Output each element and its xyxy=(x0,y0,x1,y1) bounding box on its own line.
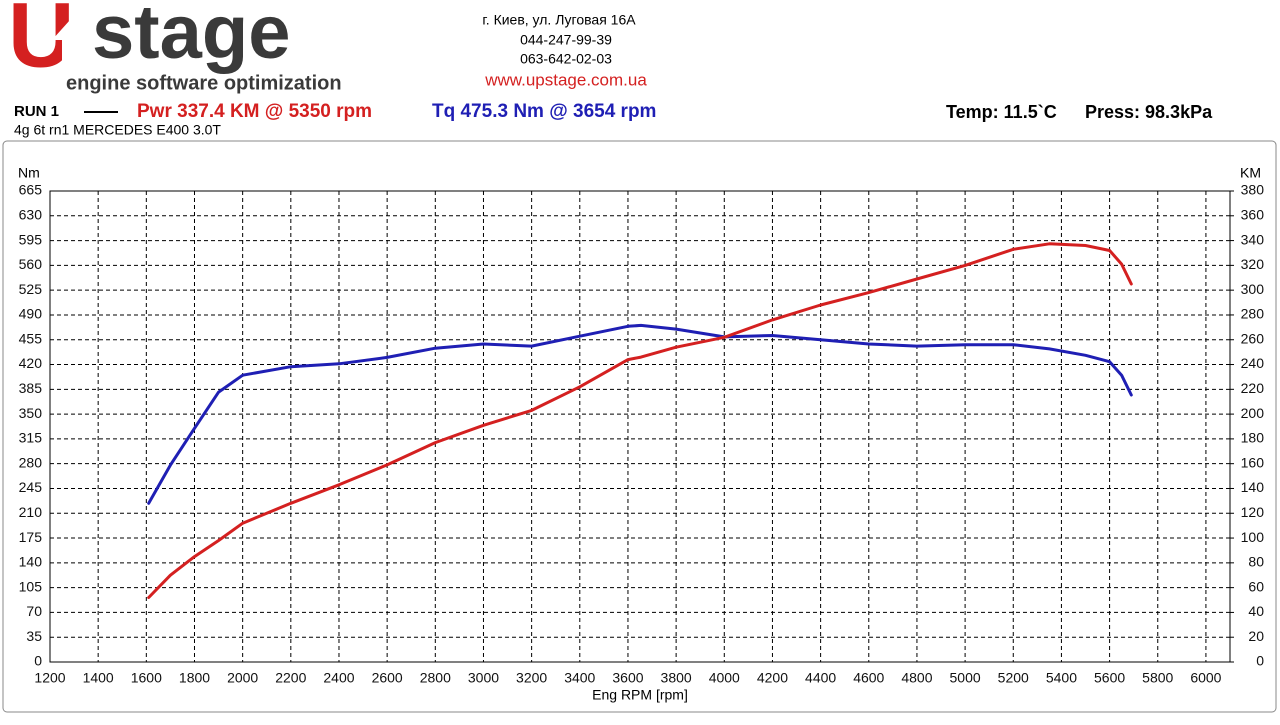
series-line xyxy=(147,242,1133,599)
y2-tick-label: 160 xyxy=(1241,454,1265,470)
y-tick-label: 105 xyxy=(19,578,43,594)
x-tick-label: 4800 xyxy=(901,670,932,686)
x-tick-label: 1400 xyxy=(83,670,114,686)
logo-arrow xyxy=(52,20,88,78)
logo-text: stage xyxy=(92,0,291,75)
chart-frame xyxy=(2,140,1277,713)
y-tick-label: 245 xyxy=(19,479,43,495)
y2-tick-label: 360 xyxy=(1241,206,1265,222)
x-tick-label: 5000 xyxy=(950,670,981,686)
y-tick-label: 140 xyxy=(19,554,43,570)
y-tick-label: 560 xyxy=(19,256,43,272)
y-tick-label: 595 xyxy=(19,231,43,247)
y-tick-label: 630 xyxy=(19,206,43,222)
x-tick-label: 4000 xyxy=(709,670,740,686)
address-line: 044-247-99-39 xyxy=(520,32,612,48)
y2-tick-label: 280 xyxy=(1241,306,1265,322)
y-tick-label: 420 xyxy=(19,355,43,371)
x-tick-label: 2600 xyxy=(372,670,403,686)
series-line xyxy=(147,323,1133,505)
y2-tick-label: 300 xyxy=(1241,281,1265,297)
y2-tick-label: 220 xyxy=(1241,380,1265,396)
subtitle: 4g 6t rn1 MERCEDES E400 3.0T xyxy=(14,122,221,138)
y-tick-label: 490 xyxy=(19,306,43,322)
y-tick-label: 315 xyxy=(19,430,43,446)
website: www.upstage.com.ua xyxy=(484,70,647,89)
y-tick-label: 280 xyxy=(19,454,43,470)
y-axis-label: Nm xyxy=(18,165,40,181)
x-tick-label: 1800 xyxy=(179,670,210,686)
y2-tick-label: 20 xyxy=(1248,628,1264,644)
x-tick-label: 4400 xyxy=(805,670,836,686)
x-tick-label: 2200 xyxy=(275,670,306,686)
y2-tick-label: 380 xyxy=(1241,182,1265,198)
y2-tick-label: 320 xyxy=(1241,256,1265,272)
y2-tick-label: 40 xyxy=(1248,603,1264,619)
x-tick-label: 5200 xyxy=(998,670,1029,686)
y-tick-label: 455 xyxy=(19,330,43,346)
pressure: Press: 98.3kPa xyxy=(1085,102,1213,122)
y-tick-label: 210 xyxy=(19,504,43,520)
run-label: RUN 1 xyxy=(14,103,59,120)
y2-tick-label: 260 xyxy=(1241,330,1265,346)
y2-tick-label: 140 xyxy=(1241,479,1265,495)
x-tick-label: 1600 xyxy=(131,670,162,686)
y2-tick-label: 0 xyxy=(1256,653,1264,669)
torque-summary: Tq 475.3 Nm @ 3654 rpm xyxy=(432,101,656,122)
x-tick-label: 6000 xyxy=(1190,670,1221,686)
y-tick-label: 175 xyxy=(19,529,43,545)
x-tick-label: 2800 xyxy=(420,670,451,686)
y-tick-label: 385 xyxy=(19,380,43,396)
y-tick-label: 665 xyxy=(19,182,43,198)
x-tick-label: 3600 xyxy=(612,670,643,686)
y2-tick-label: 120 xyxy=(1241,504,1265,520)
x-axis-label: Eng RPM [rpm] xyxy=(592,687,688,703)
x-tick-label: 3000 xyxy=(468,670,499,686)
y2-tick-label: 80 xyxy=(1248,554,1264,570)
y2-tick-label: 340 xyxy=(1241,231,1265,247)
y2-tick-label: 200 xyxy=(1241,405,1265,421)
x-tick-label: 4200 xyxy=(757,670,788,686)
x-tick-label: 3400 xyxy=(564,670,595,686)
y2-tick-label: 240 xyxy=(1241,355,1265,371)
x-tick-label: 2400 xyxy=(323,670,354,686)
y2-tick-label: 100 xyxy=(1241,529,1265,545)
x-tick-label: 3200 xyxy=(516,670,547,686)
temperature: Temp: 11.5`C xyxy=(946,102,1057,122)
x-tick-label: 4600 xyxy=(853,670,884,686)
y-tick-label: 525 xyxy=(19,281,43,297)
tagline: engine software optimization xyxy=(66,72,342,94)
y-tick-label: 35 xyxy=(26,628,42,644)
x-tick-label: 3800 xyxy=(661,670,692,686)
x-tick-label: 1200 xyxy=(34,670,65,686)
y2-axis-label: KM xyxy=(1240,165,1261,181)
x-tick-label: 5600 xyxy=(1094,670,1125,686)
x-tick-label: 5400 xyxy=(1046,670,1077,686)
y2-tick-label: 180 xyxy=(1241,430,1265,446)
y2-tick-label: 60 xyxy=(1248,578,1264,594)
plot-border xyxy=(49,190,1231,663)
address-line: г. Киев, ул. Луговая 16А xyxy=(482,12,636,28)
x-tick-label: 2000 xyxy=(227,670,258,686)
y-tick-label: 350 xyxy=(19,405,43,421)
x-tick-label: 5800 xyxy=(1142,670,1173,686)
y-tick-label: 70 xyxy=(26,603,42,619)
y-tick-label: 0 xyxy=(34,653,42,669)
address-line: 063-642-02-03 xyxy=(520,51,612,67)
power-summary: Pwr 337.4 KM @ 5350 rpm xyxy=(137,101,372,122)
